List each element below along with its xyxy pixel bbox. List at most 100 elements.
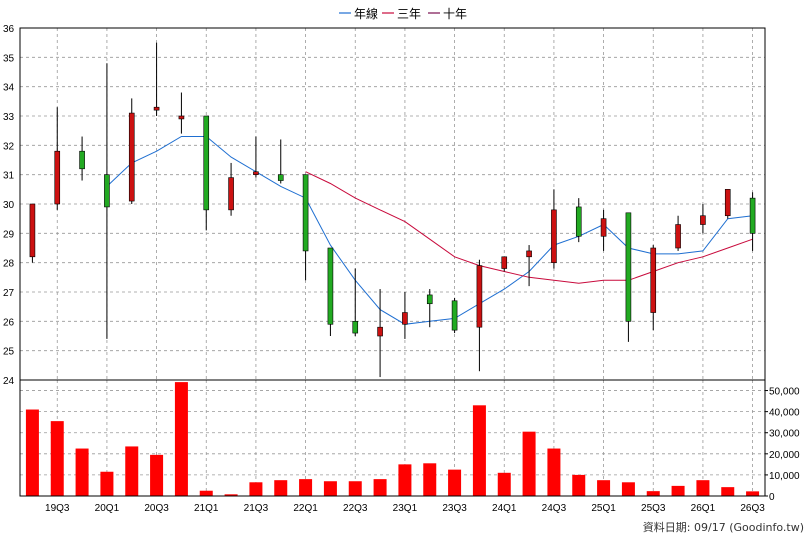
candle-body	[650, 247, 657, 313]
candle-body	[54, 150, 61, 205]
volume-bar	[274, 480, 288, 496]
x-axis: 19Q3 20Q1 20Q3 21Q1 21Q3 22Q1 22Q3 23Q1 23Q3 24Q1…	[45, 503, 765, 514]
candle	[153, 42, 160, 116]
candle	[203, 115, 210, 231]
candle-body	[451, 300, 458, 331]
price-y-tick-label: 36	[3, 24, 15, 35]
candle-body	[178, 115, 185, 120]
volume-bar	[348, 481, 362, 496]
candle-body	[402, 312, 408, 325]
volume-bar	[522, 431, 536, 496]
candle	[377, 289, 383, 378]
candle-body	[476, 265, 483, 328]
volume-y-tick-label: 10,000	[769, 471, 800, 482]
candle	[426, 289, 433, 328]
candle-body	[203, 115, 210, 211]
volume-bar	[597, 480, 611, 496]
candle	[600, 209, 607, 251]
legend-label-year: 年線	[354, 6, 378, 21]
volume-y-tick-label: 50,000	[769, 387, 800, 398]
candle-body	[575, 206, 582, 237]
volume-bar	[25, 409, 39, 496]
candle-body	[277, 174, 284, 181]
x-tick-label: 24Q3	[542, 503, 567, 514]
candle	[79, 136, 85, 181]
candle-body	[675, 224, 681, 249]
candle	[650, 245, 657, 331]
candle-body	[377, 326, 383, 337]
price-y-tick-label: 26	[3, 317, 15, 328]
candle-body	[625, 212, 632, 322]
candle-body	[228, 177, 234, 211]
candle	[277, 139, 284, 184]
candle	[54, 107, 61, 210]
candle	[700, 204, 706, 234]
volume-bar	[423, 463, 437, 496]
price-y-tick-label: 33	[3, 112, 15, 123]
candle-body	[426, 294, 433, 305]
candle	[476, 259, 483, 372]
volume-bar	[472, 405, 486, 496]
candle-body	[253, 171, 259, 175]
price-y-axis: 24 25 26 27 28 29 30 31 32 33 34 35 36	[3, 24, 15, 387]
x-tick-label: 23Q3	[442, 503, 467, 514]
x-tick-label: 22Q3	[343, 503, 368, 514]
volume-y-axis: 0 10,000 20,000 30,000 40,000 50,000	[765, 387, 800, 503]
candlesticks	[29, 42, 756, 378]
candle-body	[302, 174, 309, 252]
volume-bar	[249, 482, 263, 496]
candle	[451, 297, 458, 334]
candle-body	[526, 250, 532, 258]
volume-bar	[150, 454, 164, 496]
volume-bar	[50, 421, 64, 496]
legend-item-three-year: 三年	[382, 7, 421, 21]
candle	[501, 256, 508, 272]
volume-bar	[646, 491, 660, 496]
volume-y-tick-label: 20,000	[769, 450, 800, 461]
x-tick-label: 24Q1	[492, 503, 517, 514]
legend-item-year: 年線	[339, 6, 378, 21]
legend-item-ten-year: 十年	[428, 7, 467, 21]
volume-y-tick-label: 40,000	[769, 408, 800, 419]
x-tick-label: 21Q1	[194, 503, 219, 514]
candle	[327, 247, 334, 336]
price-y-tick-label: 29	[3, 229, 15, 240]
volume-bar	[174, 382, 188, 496]
volume-bar	[497, 472, 511, 496]
candle	[302, 174, 309, 281]
volume-bar	[224, 494, 238, 496]
volume-frame	[19, 379, 766, 497]
volume-bars	[25, 382, 760, 496]
candle	[575, 198, 582, 243]
candle	[625, 212, 632, 342]
volume-bar	[572, 474, 586, 496]
price-y-tick-label: 24	[3, 376, 15, 387]
legend-label-ten-year: 十年	[443, 7, 467, 21]
price-y-tick-label: 32	[3, 141, 15, 152]
candle	[749, 192, 756, 251]
footer-note: 資料日期: 09/17 (Goodinfo.tw)	[643, 520, 804, 534]
candle-body	[600, 218, 607, 237]
candle	[178, 92, 185, 134]
legend: 年線 三年 十年	[339, 6, 467, 21]
price-panel: 24 25 26 27 28 29 30 31 32 33 34 35 36	[3, 24, 766, 387]
candle-body	[29, 203, 36, 258]
x-tick-label: 20Q3	[144, 503, 169, 514]
candle-body	[153, 106, 160, 111]
candle-body	[327, 247, 334, 325]
volume-bar	[448, 469, 462, 496]
candle-body	[104, 174, 110, 208]
volume-bar	[373, 479, 387, 496]
price-y-tick-label: 30	[3, 200, 15, 211]
candle-body	[700, 215, 706, 225]
volume-y-tick-label: 30,000	[769, 429, 800, 440]
volume-bar	[125, 446, 139, 496]
price-y-tick-label: 35	[3, 53, 15, 64]
volume-bar	[621, 482, 635, 496]
candle-body	[352, 321, 359, 334]
candle-body	[724, 189, 731, 217]
volume-bar	[696, 480, 710, 496]
x-tick-label: 25Q1	[591, 503, 616, 514]
volume-bar	[299, 479, 313, 496]
price-y-tick-label: 28	[3, 259, 15, 270]
